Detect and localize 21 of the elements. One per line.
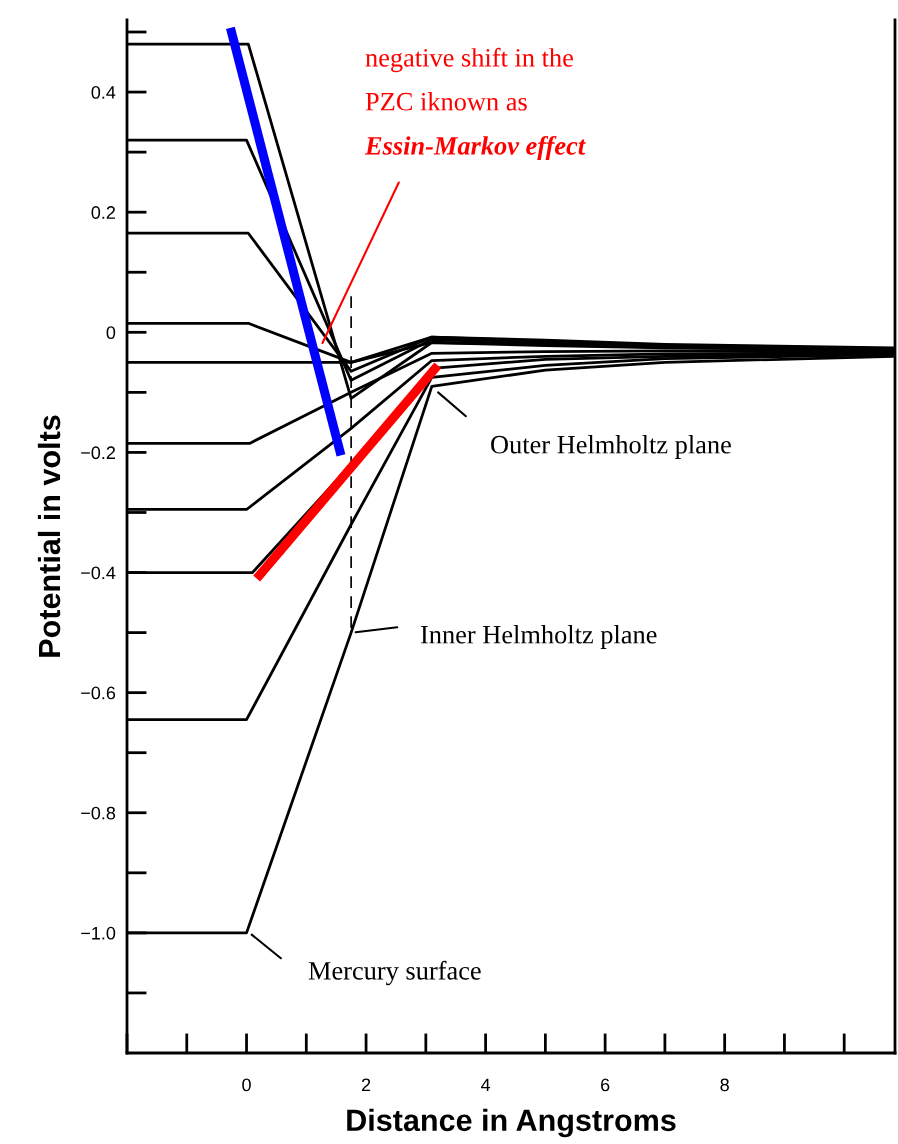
x-tick-label: 6 xyxy=(601,1078,610,1092)
x-tick-label: 4 xyxy=(480,1078,491,1092)
y-tick-label: −0.4 xyxy=(81,566,116,580)
annotation: PZC iknown as xyxy=(365,92,527,111)
x-tick-label: 8 xyxy=(720,1078,729,1092)
y-tick-label: 0 xyxy=(106,326,116,340)
annotation: Inner Helmholtz plane xyxy=(420,625,657,649)
y-tick-label: −0.8 xyxy=(81,806,116,820)
annotation: Outer Helmholtz plane xyxy=(491,435,731,459)
y-tick-label: 0.4 xyxy=(91,86,116,99)
annotation: Mercury surface xyxy=(308,960,481,986)
x-tick-label: 2 xyxy=(361,1078,371,1092)
x-axis-title: Distance in Angstroms xyxy=(347,1108,676,1138)
annotation: Essin-Markov effect xyxy=(364,135,586,161)
annotation: negative shift in the xyxy=(365,47,573,73)
y-tick-label: −1.0 xyxy=(81,926,116,940)
y-axis-title: Potential in volts xyxy=(37,415,61,657)
x-tick-label: 0 xyxy=(242,1078,251,1092)
y-tick-label: −0.6 xyxy=(81,686,116,700)
y-tick-label: −0.2 xyxy=(81,446,115,460)
y-tick-label: 0.2 xyxy=(91,206,115,219)
